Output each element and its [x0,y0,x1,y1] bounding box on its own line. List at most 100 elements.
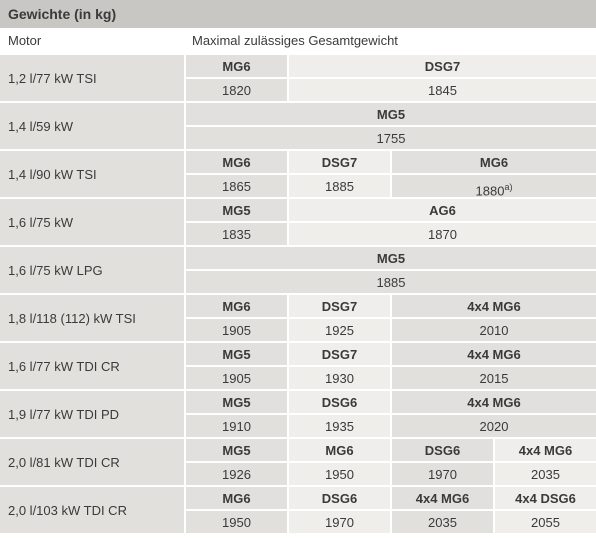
motor-cell: 1,2 l/77 kW TSI [0,53,184,101]
table-column-headers: Motor Maximal zulässiges Gesamtgewicht [0,28,596,53]
value-group: MG6DSG718201845 [184,53,596,101]
label-cell: 4x4 MG6 [390,391,596,413]
motor-cell: 2,0 l/103 kW TDI CR [0,485,184,533]
table-title: Gewichte (in kg) [0,0,596,28]
label-cell: MG5 [184,199,287,221]
value-cell: 1970 [390,463,493,485]
label-cell: MG5 [184,343,287,365]
label-cell: 4x4 MG6 [390,295,596,317]
value-cell: 2055 [493,511,596,533]
table-row: 1,6 l/75 kWMG5AG618351870 [0,197,596,245]
value-cell: 1880a) [390,175,596,197]
value-cell: 1950 [184,511,287,533]
label-cell: DSG7 [287,295,390,317]
label-cell: MG6 [184,55,287,77]
value-row: 1926195019702035 [184,461,596,485]
value-cell: 1820 [184,79,287,101]
value-cell: 1845 [287,79,596,101]
table-row: 1,9 l/77 kW TDI PDMG5DSG64x4 MG619101935… [0,389,596,437]
value-group: MG6DSG7MG6186518851880a) [184,149,596,197]
motor-cell: 2,0 l/81 kW TDI CR [0,437,184,485]
label-cell: MG6 [184,487,287,509]
value-cell: 1935 [287,415,390,437]
value-cell: 2035 [390,511,493,533]
label-row: MG5 [184,245,596,269]
value-cell: 2020 [390,415,596,437]
value-row: 1950197020352055 [184,509,596,533]
label-cell: DSG7 [287,55,596,77]
label-cell: MG6 [287,439,390,461]
value-cell: 1910 [184,415,287,437]
value-cell: 1905 [184,367,287,389]
label-cell: DSG6 [390,439,493,461]
label-cell: 4x4 MG6 [390,343,596,365]
label-cell: MG6 [184,151,287,173]
table-row: 1,4 l/59 kWMG51755 [0,101,596,149]
value-cell: 1835 [184,223,287,245]
value-cell: 2035 [493,463,596,485]
value-cell: 1870 [287,223,596,245]
label-cell: MG5 [184,103,596,125]
value-row: 1755 [184,125,596,149]
weights-table: Gewichte (in kg) Motor Maximal zulässige… [0,0,596,533]
label-cell: MG6 [390,151,596,173]
label-cell: 4x4 MG6 [390,487,493,509]
value-cell: 1905 [184,319,287,341]
label-cell: AG6 [287,199,596,221]
value-cell: 1865 [184,175,287,197]
value-group: MG5MG6DSG64x4 MG61926195019702035 [184,437,596,485]
value-row: 190519252010 [184,317,596,341]
motor-cell: 1,6 l/77 kW TDI CR [0,341,184,389]
label-cell: DSG7 [287,151,390,173]
value-group: MG5AG618351870 [184,197,596,245]
label-cell: 4x4 DSG6 [493,487,596,509]
value-cell: 2015 [390,367,596,389]
value-cell: 1885 [184,271,596,293]
value-group: MG51755 [184,101,596,149]
label-cell: DSG6 [287,391,390,413]
label-row: MG5 [184,101,596,125]
label-row: MG6DSG7 [184,53,596,77]
motor-cell: 1,4 l/59 kW [0,101,184,149]
table-row: 1,2 l/77 kW TSIMG6DSG718201845 [0,53,596,101]
label-cell: MG5 [184,247,596,269]
motor-cell: 1,9 l/77 kW TDI PD [0,389,184,437]
value-cell: 1925 [287,319,390,341]
col-header-weight: Maximal zulässiges Gesamtgewicht [184,33,596,48]
value-row: 18351870 [184,221,596,245]
value-row: 190519302015 [184,365,596,389]
table-row: 1,6 l/77 kW TDI CRMG5DSG74x4 MG619051930… [0,341,596,389]
label-row: MG5AG6 [184,197,596,221]
value-group: MG5DSG64x4 MG6191019352020 [184,389,596,437]
value-group: MG6DSG64x4 MG64x4 DSG61950197020352055 [184,485,596,533]
table-row: 2,0 l/103 kW TDI CRMG6DSG64x4 MG64x4 DSG… [0,485,596,533]
motor-cell: 1,6 l/75 kW LPG [0,245,184,293]
table-row: 1,8 l/118 (112) kW TSIMG6DSG74x4 MG61905… [0,293,596,341]
col-header-motor: Motor [0,33,184,48]
value-group: MG6DSG74x4 MG6190519252010 [184,293,596,341]
value-group: MG51885 [184,245,596,293]
value-cell: 1930 [287,367,390,389]
footnote-marker: a) [504,182,512,192]
value-row: 18201845 [184,77,596,101]
motor-cell: 1,8 l/118 (112) kW TSI [0,293,184,341]
value-cell: 1950 [287,463,390,485]
label-row: MG5DSG64x4 MG6 [184,389,596,413]
label-row: MG5DSG74x4 MG6 [184,341,596,365]
value-cell: 1885 [287,175,390,197]
label-cell: MG5 [184,439,287,461]
value-group: MG5DSG74x4 MG6190519302015 [184,341,596,389]
table-row: 2,0 l/81 kW TDI CRMG5MG6DSG64x4 MG619261… [0,437,596,485]
value-cell: 1755 [184,127,596,149]
value-cell: 1970 [287,511,390,533]
label-row: MG6DSG74x4 MG6 [184,293,596,317]
motor-cell: 1,6 l/75 kW [0,197,184,245]
label-row: MG5MG6DSG64x4 MG6 [184,437,596,461]
label-cell: DSG7 [287,343,390,365]
value-row: 191019352020 [184,413,596,437]
label-row: MG6DSG7MG6 [184,149,596,173]
motor-cell: 1,4 l/90 kW TSI [0,149,184,197]
value-cell: 1926 [184,463,287,485]
label-cell: MG5 [184,391,287,413]
label-row: MG6DSG64x4 MG64x4 DSG6 [184,485,596,509]
